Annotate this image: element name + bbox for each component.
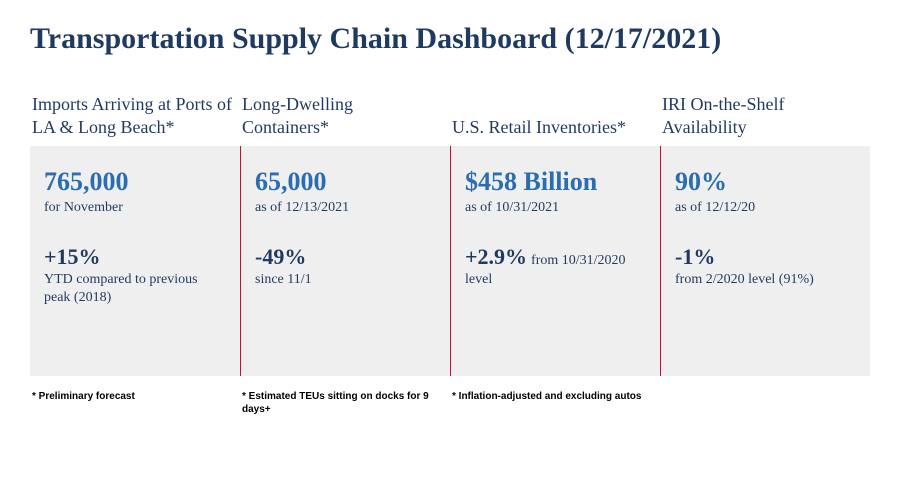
metric-top: 765,000 for November [44, 168, 230, 217]
col-body: $458 Billion as of 10/31/2021 +2.9% from… [450, 146, 660, 376]
metric-col-containers: Long-Dwelling Containers* 65,000 as of 1… [240, 68, 450, 376]
footnote: * Estimated TEUs sitting on docks for 9 … [240, 390, 450, 416]
metric-delta-block: -1% from 2/2020 level (91%) [675, 245, 860, 289]
col-header: U.S. Retail Inventories* [450, 68, 660, 146]
metric-delta-sub: from 2/2020 level (91%) [675, 271, 835, 289]
metric-delta-block: +2.9% from 10/31/2020 level [465, 245, 650, 289]
col-header: Imports Arriving at Ports of LA & Long B… [30, 68, 240, 146]
metric-delta-sub: since 11/1 [255, 271, 415, 289]
metric-value-sub: as of 12/13/2021 [255, 199, 440, 217]
metric-value: 90% [675, 168, 860, 197]
metric-delta-sub: YTD compared to previous peak (2018) [44, 271, 204, 307]
metric-value-sub: for November [44, 199, 230, 217]
footnote: * Inflation-adjusted and excluding autos [450, 390, 660, 416]
col-body: 65,000 as of 12/13/2021 -49% since 11/1 [240, 146, 450, 376]
metric-value: 65,000 [255, 168, 440, 197]
metric-top: 90% as of 12/12/20 [675, 168, 860, 217]
metric-delta: +15% [44, 245, 230, 269]
metric-top: $458 Billion as of 10/31/2021 [465, 168, 650, 217]
metric-columns: Imports Arriving at Ports of LA & Long B… [30, 68, 870, 376]
footnote [660, 390, 870, 416]
metric-delta: -49% [255, 245, 440, 269]
metric-col-inventories: U.S. Retail Inventories* $458 Billion as… [450, 68, 660, 376]
footnotes-row: * Preliminary forecast * Estimated TEUs … [30, 390, 870, 416]
metric-value: 765,000 [44, 168, 230, 197]
metric-delta: -1% [675, 245, 860, 269]
metric-col-imports: Imports Arriving at Ports of LA & Long B… [30, 68, 240, 376]
footnote: * Preliminary forecast [30, 390, 240, 416]
col-body: 90% as of 12/12/20 -1% from 2/2020 level… [660, 146, 870, 376]
col-body: 765,000 for November +15% YTD compared t… [30, 146, 240, 376]
metric-delta: +2.9% [465, 244, 527, 269]
metric-delta-block: +15% YTD compared to previous peak (2018… [44, 245, 230, 308]
metric-value-sub: as of 10/31/2021 [465, 199, 650, 217]
metric-top: 65,000 as of 12/13/2021 [255, 168, 440, 217]
metric-col-iri: IRI On-the-Shelf Availability 90% as of … [660, 68, 870, 376]
col-header: IRI On-the-Shelf Availability [660, 68, 870, 146]
col-header: Long-Dwelling Containers* [240, 68, 450, 146]
metric-delta-block: -49% since 11/1 [255, 245, 440, 289]
dashboard-title: Transportation Supply Chain Dashboard (1… [30, 22, 870, 56]
metric-value: $458 Billion [465, 168, 650, 197]
metric-value-sub: as of 12/12/20 [675, 199, 860, 217]
